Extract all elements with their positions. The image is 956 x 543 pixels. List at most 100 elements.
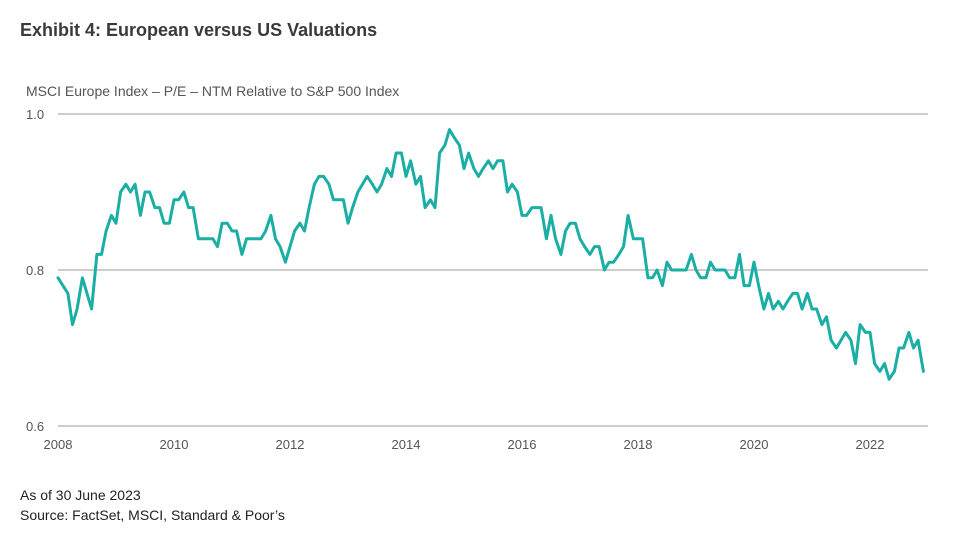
data-point bbox=[883, 362, 886, 365]
data-point bbox=[531, 206, 533, 209]
data-point bbox=[767, 292, 770, 295]
data-point bbox=[405, 175, 407, 178]
data-point bbox=[463, 167, 465, 170]
data-point bbox=[844, 331, 847, 334]
data-point bbox=[139, 214, 142, 217]
data-point bbox=[902, 347, 905, 349]
data-point bbox=[187, 206, 190, 209]
data-point bbox=[376, 191, 378, 193]
data-point bbox=[250, 238, 252, 240]
data-point bbox=[632, 238, 635, 240]
chart-subtitle: MSCI Europe Index – P/E – NTM Relative t… bbox=[26, 83, 400, 99]
data-point bbox=[535, 206, 538, 209]
data-point bbox=[212, 238, 214, 240]
data-point bbox=[81, 277, 84, 279]
data-point bbox=[197, 238, 200, 240]
data-point bbox=[690, 253, 693, 256]
data-point bbox=[685, 269, 687, 271]
gridlines bbox=[58, 113, 928, 427]
data-point bbox=[415, 183, 417, 185]
data-point bbox=[226, 222, 229, 224]
data-point bbox=[666, 261, 668, 264]
data-point bbox=[444, 144, 446, 146]
data-point bbox=[815, 308, 818, 310]
data-point bbox=[351, 206, 354, 209]
data-point bbox=[245, 238, 248, 240]
data-point bbox=[241, 253, 243, 256]
data-point bbox=[622, 245, 625, 248]
data-point bbox=[753, 261, 755, 264]
data-point bbox=[235, 230, 238, 232]
data-point bbox=[148, 191, 151, 193]
data-point bbox=[400, 152, 403, 154]
data-point bbox=[908, 331, 910, 334]
data-point bbox=[560, 253, 562, 256]
data-point bbox=[796, 292, 799, 295]
data-point bbox=[429, 199, 432, 201]
data-point bbox=[386, 167, 388, 170]
data-point bbox=[656, 269, 658, 271]
data-point bbox=[550, 214, 552, 217]
y-tick-label: 0.8 bbox=[26, 263, 44, 278]
data-point bbox=[477, 175, 480, 178]
series-group bbox=[56, 128, 925, 381]
x-tick-label: 2010 bbox=[160, 437, 189, 452]
data-point bbox=[173, 199, 175, 201]
data-point bbox=[743, 284, 745, 287]
data-point bbox=[695, 269, 697, 271]
data-point bbox=[627, 214, 629, 217]
data-point bbox=[270, 214, 272, 217]
data-point bbox=[593, 245, 596, 248]
data-point bbox=[260, 238, 262, 240]
data-point bbox=[134, 183, 136, 185]
as-of-date: As of 30 June 2023 bbox=[20, 487, 141, 503]
data-point bbox=[525, 214, 528, 217]
x-tick-label: 2018 bbox=[624, 437, 653, 452]
data-point bbox=[144, 191, 146, 193]
data-point bbox=[342, 199, 345, 201]
data-point bbox=[825, 316, 828, 318]
data-point bbox=[554, 238, 557, 240]
data-point bbox=[206, 238, 209, 240]
data-point bbox=[299, 222, 301, 224]
data-point bbox=[419, 175, 422, 178]
data-point bbox=[835, 347, 838, 349]
data-point bbox=[670, 269, 673, 271]
data-point bbox=[284, 261, 287, 264]
data-point bbox=[96, 253, 98, 256]
data-point bbox=[76, 308, 78, 310]
data-point bbox=[390, 175, 393, 178]
data-point bbox=[293, 230, 296, 232]
data-point bbox=[380, 183, 383, 185]
data-point bbox=[177, 199, 180, 201]
data-point bbox=[371, 183, 374, 185]
data-point bbox=[453, 136, 455, 139]
data-point bbox=[603, 269, 606, 271]
data-point bbox=[598, 245, 600, 248]
data-point bbox=[216, 245, 219, 248]
y-tick-label: 1.0 bbox=[26, 107, 44, 122]
x-tick-label: 2020 bbox=[740, 437, 769, 452]
data-point bbox=[438, 152, 441, 154]
data-point bbox=[434, 206, 436, 209]
data-point bbox=[661, 284, 664, 287]
x-axis-ticks: 2008 2010 2012 2014 2016 2018 2020 2022 bbox=[44, 437, 885, 452]
data-point bbox=[757, 284, 760, 287]
data-point bbox=[482, 167, 484, 170]
data-point bbox=[763, 308, 765, 310]
data-point bbox=[583, 245, 586, 248]
data-point bbox=[821, 323, 823, 326]
data-point bbox=[332, 199, 335, 201]
x-tick-label: 2012 bbox=[276, 437, 305, 452]
data-point bbox=[409, 160, 412, 162]
data-point bbox=[840, 339, 842, 342]
data-point bbox=[231, 230, 233, 232]
data-point bbox=[786, 300, 789, 303]
data-point bbox=[448, 128, 451, 131]
data-point bbox=[158, 206, 161, 209]
y-tick-label: 0.6 bbox=[26, 419, 44, 434]
data-point bbox=[612, 261, 615, 264]
data-point bbox=[202, 238, 204, 240]
data-point bbox=[618, 253, 620, 256]
